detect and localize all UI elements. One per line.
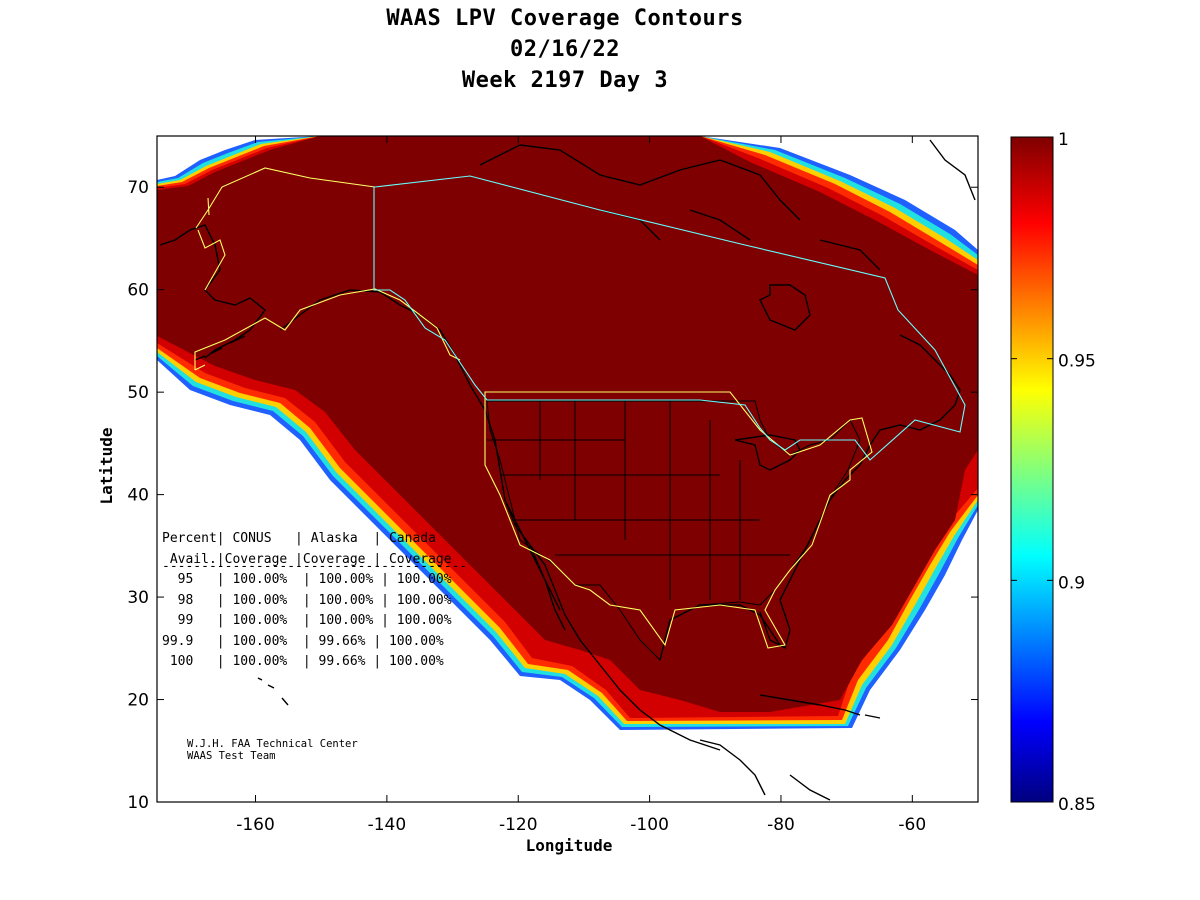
coastline-central-america: [699, 739, 831, 801]
y-tick-label: 50: [127, 383, 149, 403]
coastline-arctic-islands: [479, 144, 881, 271]
stats-header-1: Percent| CONUS | Alaska | Canada: [162, 531, 436, 546]
x-tick-label: -80: [767, 815, 795, 835]
coastline-aleutians: [194, 335, 246, 361]
chart-title: WAAS LPV Coverage Contours: [386, 6, 744, 31]
x-tick-label: -60: [898, 815, 926, 835]
x-tick-label: -100: [630, 815, 669, 835]
colorbar-tick-label: 0.95: [1058, 352, 1096, 372]
stats-row: 98 | 100.00% | 100.00% | 100.00%: [162, 592, 452, 608]
y-tick-label: 20: [127, 691, 149, 711]
stats-row: 95 | 100.00% | 100.00% | 100.00%: [162, 572, 452, 587]
colorbar-tick-label: 0.85: [1058, 795, 1096, 815]
stats-row: 100 | 100.00% | 99.66% | 100.00%: [162, 654, 444, 669]
coverage-full-region: [157, 136, 978, 712]
chart-week-day: Week 2197 Day 3: [461, 68, 669, 93]
colorbar-tick-label: 1: [1058, 130, 1069, 150]
coastline-hudson-bay: [759, 284, 811, 331]
coastline-hawaii: [257, 677, 289, 706]
y-tick-label: 60: [127, 281, 149, 301]
coastline-florida: [759, 599, 791, 650]
canada-service-boundary: [373, 175, 966, 461]
y-tick-label: 30: [127, 588, 149, 608]
chart-date: 02/16/22: [510, 37, 620, 62]
y-axis-title: Latitude: [97, 427, 116, 504]
stats-rule: ---------------------------------------: [162, 559, 468, 574]
credit-text: W.J.H. FAA Technical Center WAAS Test Tea…: [187, 738, 358, 762]
coastline-alaska: [159, 224, 266, 359]
colorbar: [1010, 136, 1054, 803]
colorbar-ticks: 1 0.95 0.9 0.85: [1011, 130, 1096, 815]
y-tick-label: 40: [127, 486, 149, 506]
state-boundaries: [486, 400, 861, 661]
conus-service-boundary: [484, 391, 873, 649]
stats-header-2: Avail.|Coverage |Coverage | Coverage: [162, 551, 452, 567]
stats-row: 99 | 100.00% | 100.00% | 100.00%: [162, 613, 452, 628]
x-tick-label: -140: [368, 815, 407, 835]
coastline-great-lakes: [734, 434, 801, 471]
stats-rows: 95 | 100.00% | 100.00% | 100.00% 98 | 10…: [162, 570, 467, 673]
credit-line-1: W.J.H. FAA Technical Center: [187, 738, 358, 750]
service-boundaries: [194, 167, 966, 649]
alaska-service-boundary: [194, 167, 461, 371]
x-tick-label: -160: [236, 815, 275, 835]
coastline-caribbean: [759, 694, 881, 719]
credit-line-2: WAAS Test Team: [187, 750, 276, 762]
x-axis-title: Longitude: [526, 836, 613, 855]
y-axis: 10 20 30 40 50 60 70: [127, 178, 978, 813]
plot-frame: [156, 135, 979, 803]
coastline-greenland: [929, 139, 976, 201]
coastlines: [159, 139, 976, 801]
x-tick-label: -120: [499, 815, 538, 835]
coverage-stats-table: Percent| CONUS | Alaska | Canada Avail.|…: [162, 529, 467, 673]
y-tick-label: 10: [127, 793, 149, 813]
stats-row: 99.9 | 100.00% | 99.66% | 100.00%: [162, 633, 444, 649]
colorbar-tick-label: 0.9: [1058, 573, 1085, 593]
y-tick-label: 70: [127, 178, 149, 198]
x-axis: -160 -140 -120 -100 -80 -60: [236, 136, 926, 835]
